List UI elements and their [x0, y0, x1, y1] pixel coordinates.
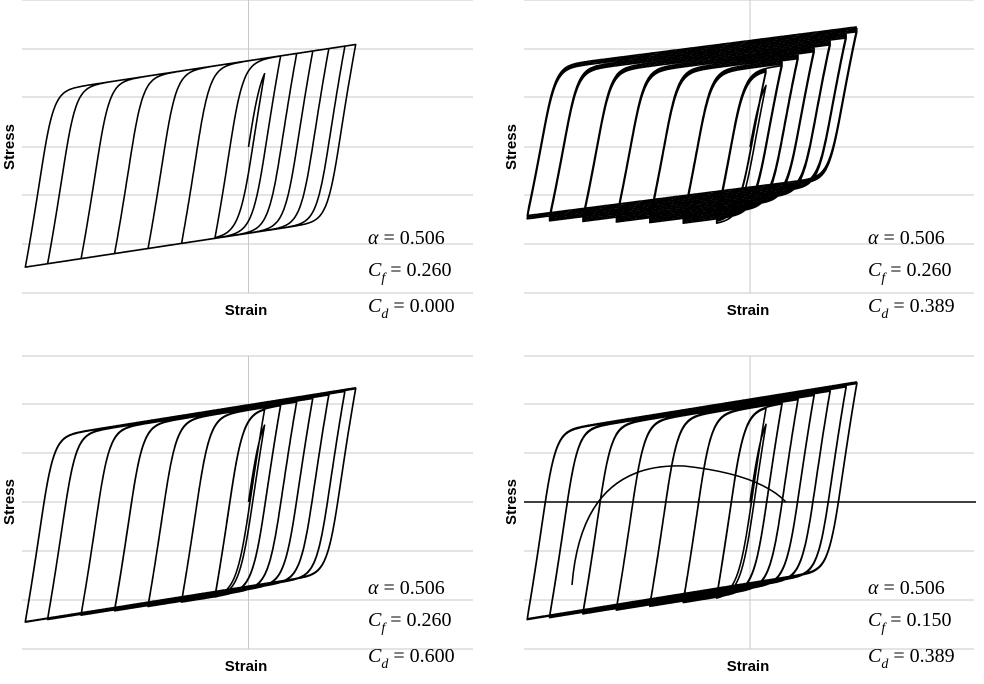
x-axis-label: Strain — [727, 302, 770, 319]
param-alpha: α = 0.506 — [368, 577, 445, 599]
panel-2: Strain Stress α = 0.506 Cf = 0.260 Cd = 0.38… — [503, 0, 974, 322]
x-axis-label: Strain — [225, 658, 268, 675]
panel-1: Strain Stress α = 0.506 Cf = 0.260 Cd = 0.00… — [1, 0, 473, 322]
hysteresis-curve — [526, 26, 858, 224]
degradation-curve — [571, 465, 787, 586]
y-axis-label: Stress — [1, 479, 18, 525]
param-cd: Cd = 0.389 — [868, 645, 955, 672]
y-axis-label: Stress — [1, 124, 18, 170]
param-alpha: α = 0.506 — [368, 227, 445, 249]
hysteresis-curve — [24, 386, 357, 623]
panel-3: Strain Stress α = 0.506 Cf = 0.260 Cd = 0.60… — [1, 355, 473, 675]
param-cd: Cd = 0.000 — [368, 295, 455, 322]
panel-4: Strain Stress α = 0.506 Cf = 0.150 Cd = 0.38… — [503, 355, 976, 675]
hysteresis-curve — [24, 43, 357, 268]
y-axis-label: Stress — [503, 479, 520, 525]
x-axis-label: Strain — [225, 302, 268, 319]
param-cf: Cf = 0.260 — [368, 609, 452, 636]
param-cf: Cf = 0.150 — [868, 609, 952, 636]
param-alpha: α = 0.506 — [868, 577, 945, 599]
param-cd: Cd = 0.600 — [368, 645, 455, 672]
param-cd: Cd = 0.389 — [868, 295, 955, 322]
y-axis-label: Stress — [503, 124, 520, 170]
param-cf: Cf = 0.260 — [368, 259, 452, 286]
x-axis-label: Strain — [727, 658, 770, 675]
hysteresis-curve — [526, 381, 858, 621]
param-cf: Cf = 0.260 — [868, 259, 952, 286]
param-alpha: α = 0.506 — [868, 227, 945, 249]
